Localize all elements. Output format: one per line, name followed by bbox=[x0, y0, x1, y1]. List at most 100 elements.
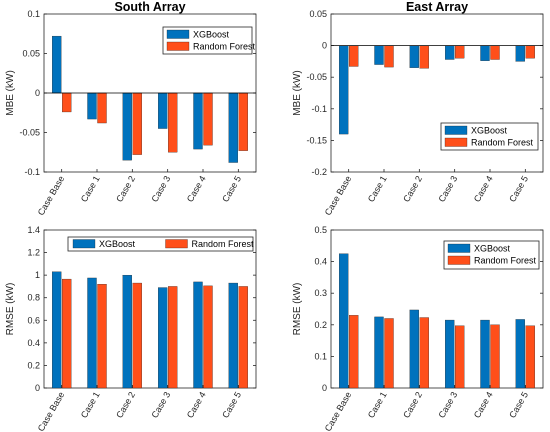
y-tick-label: -0.05 bbox=[19, 128, 40, 138]
y-tick-label: 0.4 bbox=[27, 338, 40, 348]
x-tick-label: Case 4 bbox=[472, 174, 495, 204]
x-tick-label: Case 4 bbox=[185, 390, 208, 420]
bar-random-forest bbox=[97, 92, 107, 124]
legend-label-random-forest: Random Forest bbox=[193, 42, 256, 52]
y-axis-label: MBE (kW) bbox=[292, 70, 303, 116]
x-tick-label: Case 5 bbox=[220, 390, 243, 420]
x-tick-label: Case Base bbox=[36, 390, 67, 432]
legend-swatch-random-forest bbox=[444, 137, 468, 147]
y-tick-label: 0.8 bbox=[27, 293, 40, 303]
legend-label-random-forest: Random Forest bbox=[471, 138, 534, 148]
bar-random-forest bbox=[419, 45, 429, 69]
axes-box bbox=[43, 229, 257, 389]
chart-panel-4: 0 0.1 0.2 0.3 0.4 0.5 Case Base Case 1 Case 2 Cas… bbox=[292, 225, 544, 432]
legend: XGBoost Random Forest bbox=[67, 236, 255, 252]
chart-panel-2: -0.2 -0.15 -0.1 -0.05 0 0.05 Case Base Case 1 Ca… bbox=[292, 0, 544, 217]
y-tick-label: 1.4 bbox=[27, 225, 40, 235]
legend-label-xgboost: XGBoost bbox=[471, 126, 508, 136]
legend-label-xgboost: XGBoost bbox=[99, 239, 136, 249]
x-tick-label: Case 2 bbox=[401, 390, 424, 420]
legend-swatch-random-forest bbox=[165, 239, 188, 249]
bar-xgboost bbox=[228, 282, 238, 389]
legend-label-random-forest: Random Forest bbox=[474, 256, 537, 266]
bar-random-forest bbox=[349, 45, 359, 67]
bar-random-forest bbox=[525, 325, 535, 389]
y-tick-label: 0.1 bbox=[27, 9, 40, 19]
bar-xgboost bbox=[339, 45, 349, 135]
legend-swatch-xgboost bbox=[447, 243, 471, 253]
bar-random-forest bbox=[203, 92, 213, 146]
x-tick-label: Case 5 bbox=[507, 390, 530, 420]
bar-random-forest bbox=[132, 282, 142, 389]
bar-xgboost bbox=[193, 92, 203, 150]
y-tick-label: 1.2 bbox=[27, 248, 40, 258]
y-tick-label: 0.05 bbox=[22, 49, 40, 59]
bar-xgboost bbox=[480, 319, 490, 389]
axes-box bbox=[330, 229, 544, 389]
y-tick-label: 0 bbox=[322, 41, 327, 51]
legend-label-xgboost: XGBoost bbox=[193, 30, 230, 40]
legend-box bbox=[162, 26, 253, 55]
legend-box bbox=[67, 236, 254, 252]
bar-xgboost bbox=[409, 45, 419, 68]
bar-xgboost bbox=[122, 274, 132, 389]
bar-random-forest bbox=[168, 286, 178, 389]
x-tick-label: Case 4 bbox=[185, 174, 208, 204]
bar-xgboost bbox=[87, 277, 97, 389]
y-tick-label: 0.2 bbox=[27, 360, 40, 370]
bar-random-forest bbox=[62, 278, 72, 389]
bar-xgboost bbox=[158, 92, 168, 129]
y-tick-label: -0.15 bbox=[306, 135, 327, 145]
x-tick-label: Case 3 bbox=[149, 174, 172, 204]
x-tick-label: Case 3 bbox=[436, 390, 459, 420]
chart-title: East Array bbox=[406, 0, 468, 14]
legend-label-random-forest: Random Forest bbox=[192, 239, 255, 249]
bar-random-forest bbox=[455, 325, 465, 389]
bar-xgboost bbox=[122, 92, 132, 161]
bar-random-forest bbox=[525, 45, 535, 59]
x-tick-label: Case 5 bbox=[220, 174, 243, 204]
bar-random-forest bbox=[238, 286, 248, 389]
legend-swatch-xgboost bbox=[166, 29, 190, 39]
bar-xgboost bbox=[480, 45, 490, 61]
y-tick-label: 0 bbox=[322, 383, 327, 393]
legend-swatch-random-forest bbox=[166, 41, 190, 51]
y-axis-label: RMSE (kW) bbox=[292, 283, 303, 336]
x-tick-label: Case 5 bbox=[507, 174, 530, 204]
bar-random-forest bbox=[419, 317, 429, 389]
bar-random-forest bbox=[455, 45, 465, 59]
y-tick-label: -0.1 bbox=[24, 167, 40, 177]
bar-random-forest bbox=[384, 45, 394, 68]
bar-xgboost bbox=[374, 45, 384, 65]
bar-random-forest bbox=[97, 284, 107, 389]
y-tick-label: -0.05 bbox=[306, 72, 327, 82]
y-tick-label: 1 bbox=[35, 270, 40, 280]
bar-random-forest bbox=[168, 92, 178, 153]
legend-label-xgboost: XGBoost bbox=[474, 244, 511, 254]
chart-panel-3: 0 0.2 0.4 0.6 0.8 1 1.2 1.4 Case Base Case 1 Case … bbox=[5, 225, 257, 432]
bar-xgboost bbox=[87, 92, 97, 120]
bar-random-forest bbox=[203, 285, 213, 389]
y-tick-label: 0.1 bbox=[314, 351, 327, 361]
y-tick-label: 0.5 bbox=[314, 225, 327, 235]
x-tick-label: Case 4 bbox=[472, 390, 495, 420]
bar-random-forest bbox=[62, 92, 72, 113]
bar-xgboost bbox=[52, 35, 62, 94]
x-tick-label: Case Base bbox=[323, 174, 354, 217]
chart-title: South Array bbox=[114, 0, 185, 14]
x-tick-label: Case 1 bbox=[79, 174, 102, 204]
bar-xgboost bbox=[228, 92, 238, 163]
y-tick-label: 0.4 bbox=[314, 257, 327, 267]
bar-xgboost bbox=[374, 316, 384, 389]
legend: XGBoost Random Forest bbox=[443, 240, 540, 270]
legend-swatch-xgboost bbox=[72, 239, 96, 249]
y-tick-label: -0.2 bbox=[311, 167, 327, 177]
x-tick-label: Case 2 bbox=[114, 174, 137, 204]
x-tick-label: Case 3 bbox=[149, 390, 172, 420]
bar-xgboost bbox=[409, 309, 419, 389]
bar-random-forest bbox=[132, 92, 142, 155]
y-tick-label: -0.1 bbox=[311, 104, 327, 114]
x-tick-label: Case 1 bbox=[366, 390, 389, 420]
legend-swatch-random-forest bbox=[447, 255, 471, 265]
